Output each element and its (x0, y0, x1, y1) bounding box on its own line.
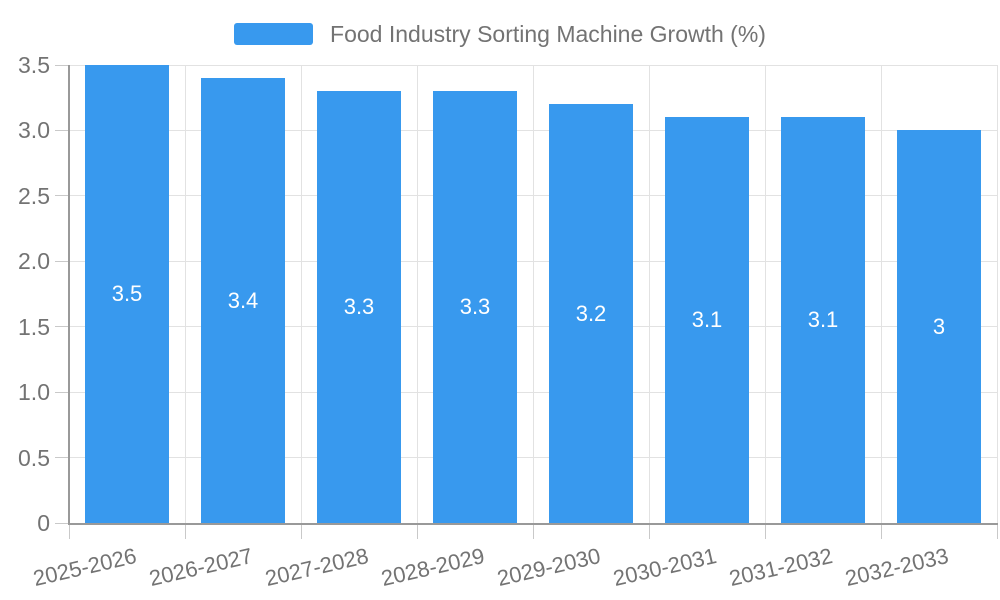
gridline-vertical (416, 65, 418, 523)
bar[interactable] (433, 91, 517, 523)
x-axis-tick (68, 525, 70, 539)
bar-value-label: 3.5 (111, 281, 143, 306)
y-axis-label: 0 (37, 510, 50, 536)
legend-label: Food Industry Sorting Machine Growth (%) (330, 21, 766, 47)
x-axis-tick (648, 525, 650, 539)
bar[interactable] (317, 91, 401, 523)
y-axis-label: 1.0 (18, 379, 50, 406)
bar-value-label: 3.1 (691, 307, 723, 333)
y-axis-tick (55, 64, 69, 66)
bar[interactable] (85, 65, 169, 523)
bar-value-label: 3 (932, 313, 946, 339)
x-axis-tick (300, 525, 302, 539)
y-axis-tick (55, 457, 69, 459)
gridline-vertical (996, 65, 998, 523)
bar[interactable] (897, 130, 981, 523)
y-axis-label: 2.5 (18, 182, 50, 209)
bar-value-label: 3.2 (575, 300, 607, 326)
x-axis-label: 2027-2028 (262, 543, 371, 592)
bar[interactable] (201, 78, 285, 523)
y-axis-tick (55, 260, 69, 262)
y-axis-label: 1.5 (18, 313, 50, 340)
x-axis-label: 2026-2027 (146, 543, 255, 592)
legend-item[interactable]: Food Industry Sorting Machine Growth (%) (0, 21, 1000, 47)
gridline-vertical (300, 65, 302, 523)
bar-value-label: 3.1 (807, 307, 839, 333)
y-axis-line (68, 65, 70, 525)
bar-value-label: 3.4 (227, 287, 259, 313)
x-axis-tick (764, 525, 766, 539)
gridline-vertical (880, 65, 882, 523)
y-axis-tick (55, 195, 69, 197)
x-axis-label: 2030-2031 (610, 543, 719, 592)
x-axis-tick (416, 525, 418, 539)
gridline-vertical (764, 65, 766, 523)
gridline-vertical (648, 65, 650, 523)
x-axis-tick (880, 525, 882, 539)
x-axis-tick (184, 525, 186, 539)
y-axis-label: 2.0 (18, 248, 50, 275)
y-axis-label: 3.0 (18, 117, 50, 144)
y-axis-tick (55, 391, 69, 393)
y-axis-label: 3.5 (18, 52, 50, 78)
legend-swatch (234, 23, 314, 45)
y-axis-tick (55, 326, 69, 328)
x-axis-label: 2028-2029 (378, 543, 487, 592)
bar[interactable] (781, 117, 865, 523)
bar[interactable] (549, 104, 633, 523)
gridline-vertical (184, 65, 186, 523)
x-axis-label: 2025-2026 (30, 543, 139, 592)
x-axis-tick (996, 525, 998, 539)
y-axis-label: 0.5 (18, 444, 50, 471)
x-axis-label: 2032-2033 (842, 543, 951, 592)
x-axis-line (68, 523, 998, 525)
bar[interactable] (665, 117, 749, 523)
y-axis-tick (55, 129, 69, 131)
x-axis-tick (532, 525, 534, 539)
x-axis-label: 2029-2030 (494, 543, 603, 592)
bar-value-label: 3.3 (459, 294, 491, 320)
bar-value-label: 3.3 (343, 294, 375, 320)
x-axis-label: 2031-2032 (726, 543, 835, 592)
gridline-vertical (532, 65, 534, 523)
y-axis-tick (55, 522, 69, 524)
